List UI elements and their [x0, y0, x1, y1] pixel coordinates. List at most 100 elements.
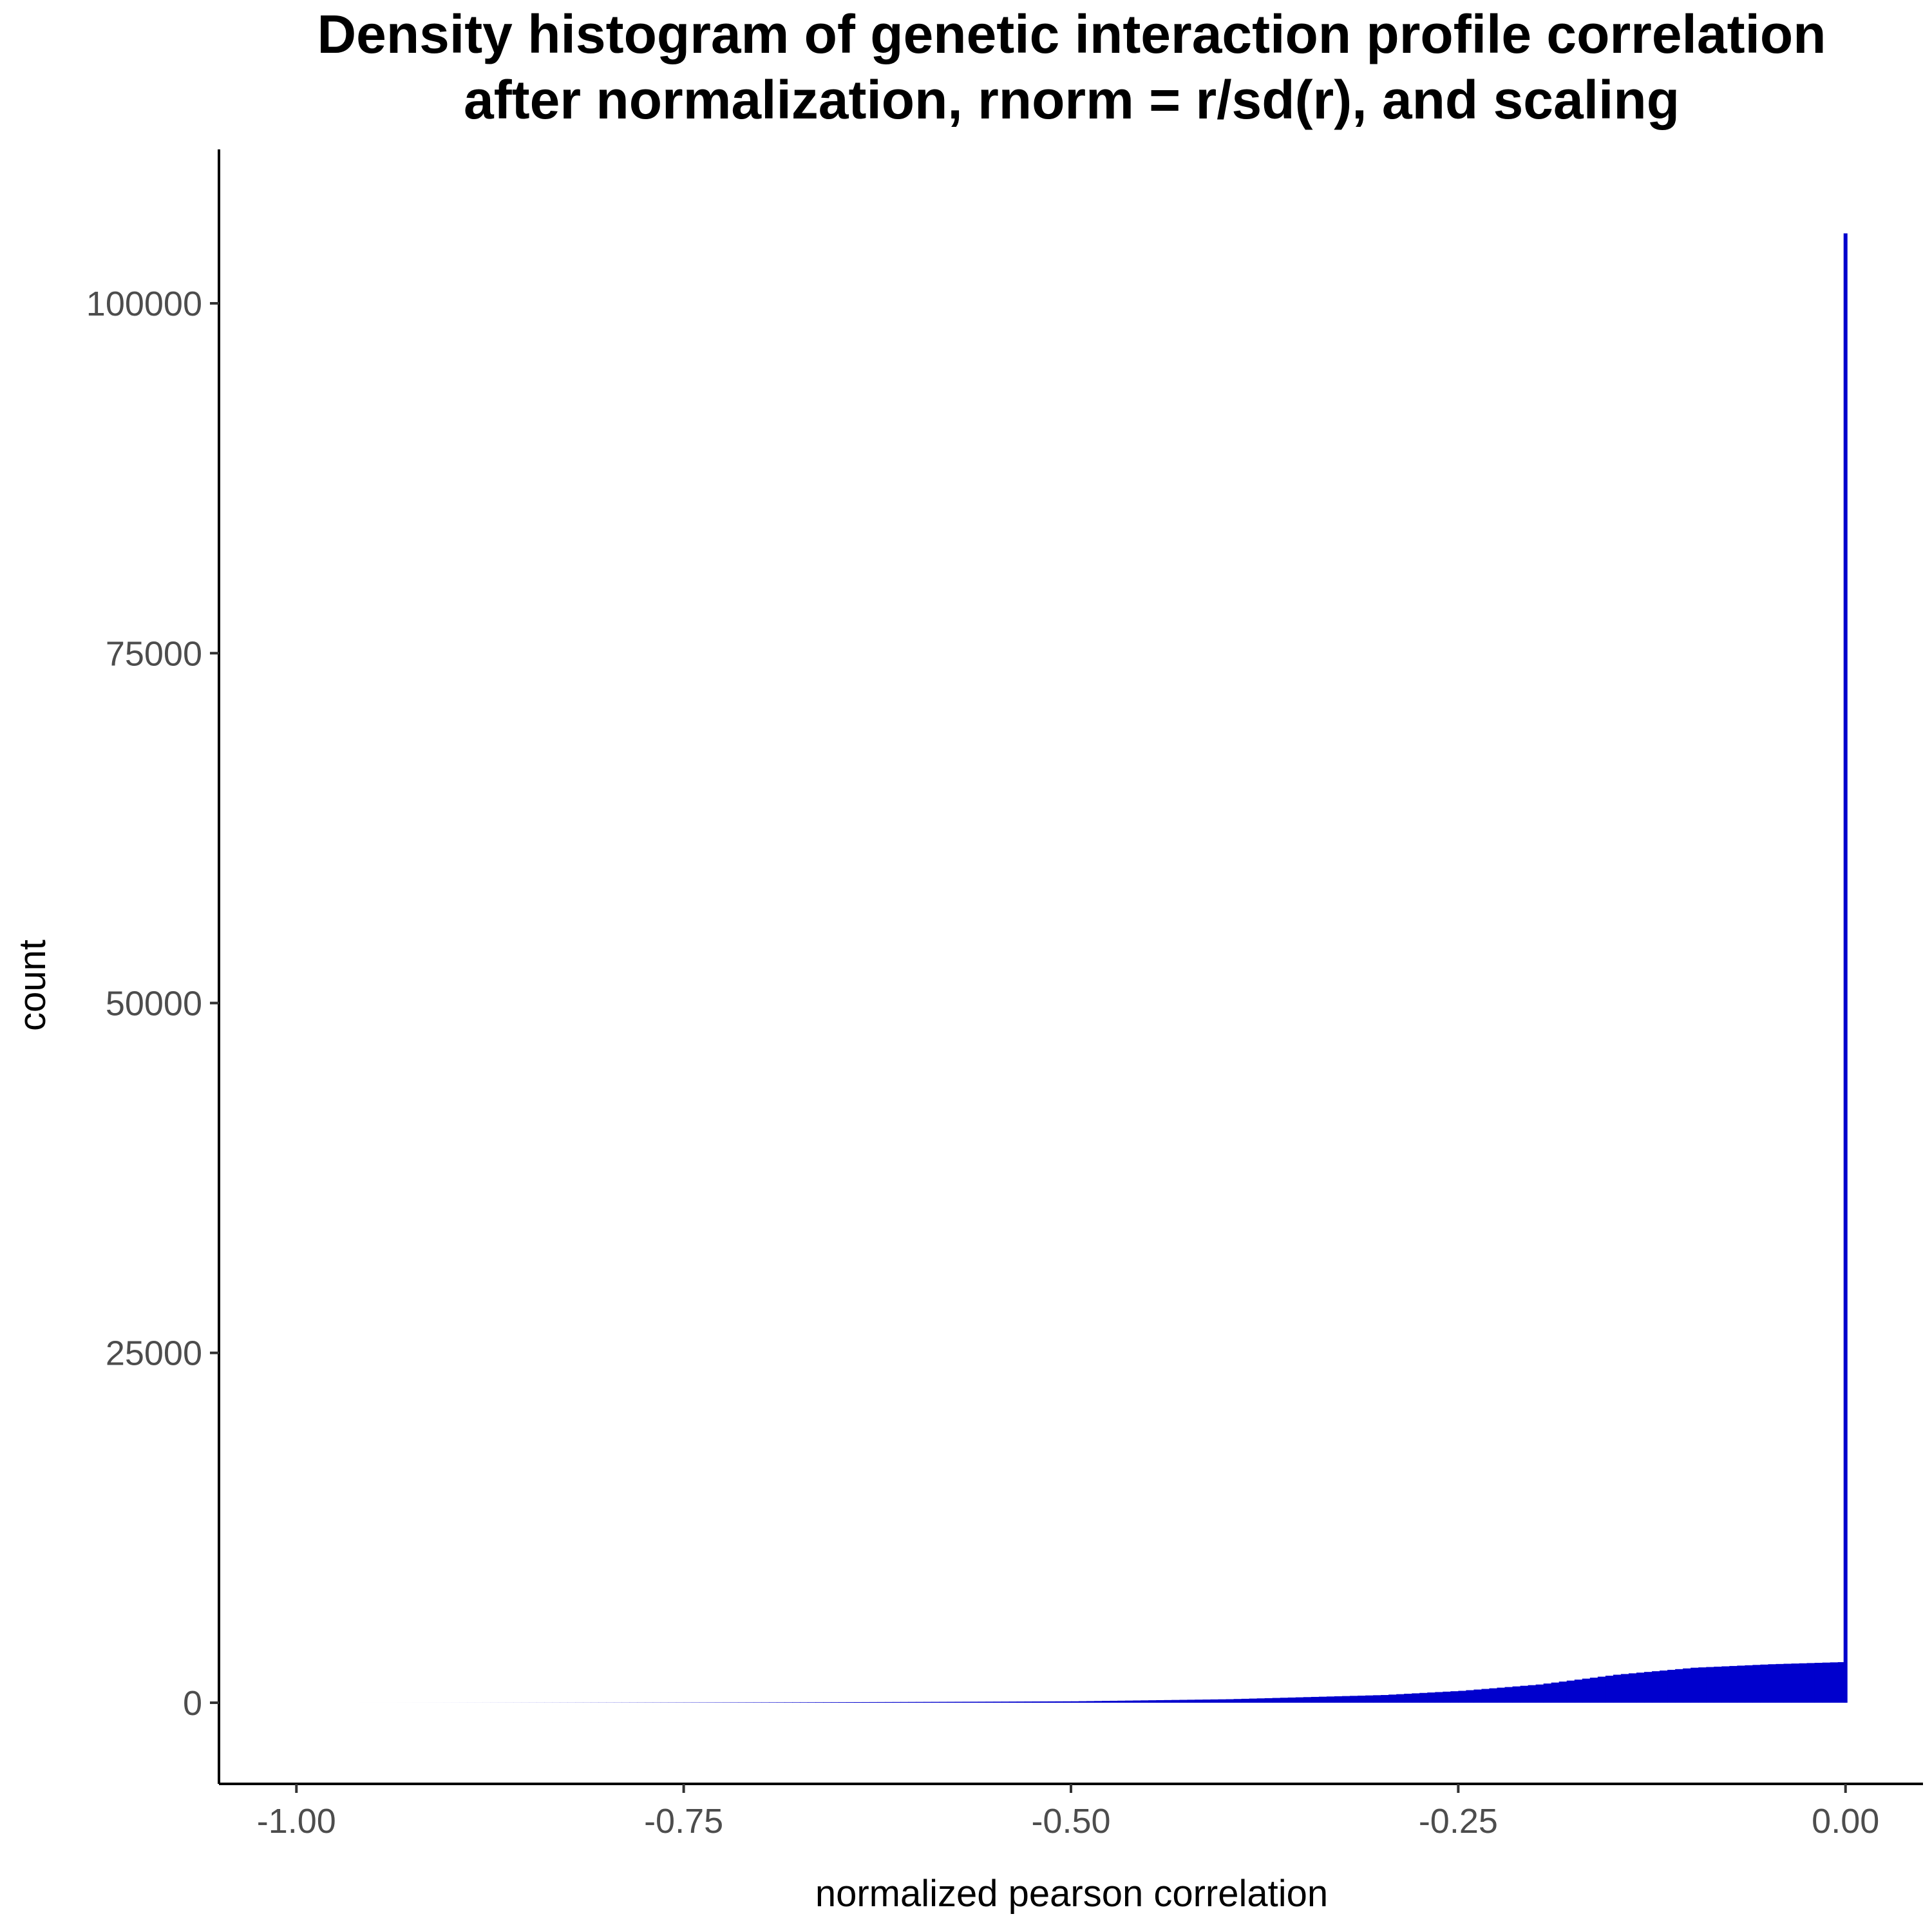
histogram-bar: [1543, 1683, 1552, 1703]
histogram-bar: [1458, 1690, 1466, 1703]
histogram-bar: [1443, 1691, 1451, 1703]
histogram-bar: [1218, 1699, 1227, 1703]
histogram-bar: [1349, 1696, 1358, 1703]
histogram-bar: [1295, 1697, 1304, 1703]
x-tick-label: -1.00: [257, 1802, 336, 1841]
histogram-bar: [1187, 1700, 1196, 1703]
histogram-bar: [1660, 1670, 1668, 1703]
histogram-bar: [900, 1701, 909, 1703]
histogram-bar: [1171, 1700, 1180, 1703]
histogram-bar-peak: [1843, 233, 1848, 1703]
histogram-bar: [954, 1701, 963, 1703]
histogram-bar: [1202, 1700, 1211, 1703]
histogram-bar: [1210, 1699, 1219, 1703]
histogram-bar: [1396, 1694, 1405, 1703]
histogram-bar: [838, 1702, 847, 1703]
histogram-bar: [1768, 1664, 1777, 1703]
histogram-bar: [1558, 1681, 1567, 1703]
histogram-bar: [1489, 1688, 1498, 1703]
histogram-bar: [1264, 1698, 1273, 1703]
histogram-bar: [1466, 1690, 1475, 1703]
histogram-bar: [1148, 1700, 1157, 1703]
histogram-bar: [808, 1702, 816, 1703]
histogram-bar: [939, 1701, 948, 1703]
histogram-bar: [1504, 1687, 1513, 1703]
histogram-bar: [1016, 1701, 1025, 1703]
histogram-bar: [1783, 1663, 1792, 1703]
histogram-bar: [1110, 1700, 1118, 1703]
histogram-bar: [1249, 1698, 1258, 1703]
histogram-bar: [1233, 1699, 1242, 1703]
histogram-bar: [931, 1701, 940, 1703]
histogram-bar: [1706, 1667, 1714, 1703]
histogram-bar: [1179, 1700, 1188, 1703]
histogram-bar: [893, 1701, 901, 1703]
histogram-bar: [1714, 1667, 1722, 1703]
histogram-bar: [1381, 1695, 1389, 1703]
histogram-bar: [1102, 1701, 1110, 1703]
histogram-bar: [1086, 1701, 1095, 1703]
histogram-bar: [1636, 1672, 1645, 1703]
histogram-bar: [1814, 1663, 1823, 1703]
histogram-bar: [1830, 1662, 1839, 1703]
histogram-bar: [846, 1702, 855, 1703]
histogram-bar: [1667, 1669, 1676, 1703]
histogram-bar: [1001, 1701, 1010, 1703]
histogram-bar: [1373, 1695, 1381, 1703]
histogram-bar: [776, 1702, 785, 1703]
histogram-bar: [1195, 1700, 1204, 1703]
histogram-bar: [854, 1702, 862, 1703]
histogram-bar: [800, 1702, 808, 1703]
histogram-bar: [1047, 1701, 1056, 1703]
histogram-bar: [1605, 1676, 1614, 1703]
histogram-bar: [1272, 1698, 1281, 1703]
y-tick-label: 100000: [86, 285, 202, 323]
histogram-bar: [792, 1702, 800, 1703]
y-axis-title: count: [12, 940, 53, 1031]
histogram-bar: [1690, 1667, 1699, 1703]
histogram-bar: [1419, 1692, 1428, 1703]
x-axis-ticks: -1.00 -0.75 -0.50 -0.25 0.00: [257, 1784, 1879, 1841]
histogram-bar: [1117, 1700, 1126, 1703]
y-tick-label: 0: [183, 1684, 202, 1723]
histogram-bar: [1729, 1665, 1738, 1703]
histogram-bar: [761, 1702, 770, 1703]
histogram-bars: [312, 233, 1848, 1703]
histogram-bar: [1776, 1663, 1785, 1703]
histogram-bar: [1791, 1663, 1800, 1703]
histogram-bar: [823, 1702, 831, 1703]
histogram-bar: [916, 1701, 925, 1703]
histogram-bar: [1094, 1701, 1103, 1703]
histogram-bar: [1032, 1701, 1041, 1703]
histogram-bar: [1806, 1663, 1815, 1703]
histogram-bar: [1698, 1667, 1707, 1703]
histogram-bar: [1683, 1668, 1691, 1703]
y-tick-label: 75000: [106, 634, 202, 673]
histogram-bar: [1164, 1700, 1172, 1703]
histogram-bar: [1435, 1692, 1443, 1703]
histogram-bar: [1341, 1696, 1350, 1703]
histogram-bar: [1613, 1674, 1622, 1703]
histogram-bar: [1156, 1700, 1164, 1703]
histogram-bar: [1589, 1678, 1598, 1703]
histogram-bar: [993, 1701, 1002, 1703]
chart-subtitle: after normalization, rnorm = r/sd(r), an…: [464, 70, 1680, 130]
histogram-bar: [1079, 1701, 1087, 1703]
histogram-bar: [1752, 1665, 1761, 1703]
histogram-bar: [1473, 1689, 1482, 1703]
histogram-bar: [1574, 1680, 1583, 1703]
histogram-bar: [1652, 1671, 1660, 1703]
histogram-bar: [1822, 1662, 1831, 1703]
histogram-bar: [1141, 1700, 1149, 1703]
histogram-bar: [1063, 1701, 1072, 1703]
histogram-bar: [1226, 1699, 1235, 1703]
histogram-bar: [1071, 1701, 1079, 1703]
histogram-bar: [831, 1702, 839, 1703]
histogram-bar: [768, 1702, 777, 1703]
histogram-bar: [745, 1702, 754, 1703]
histogram-bar: [1620, 1674, 1629, 1703]
histogram-bar: [1125, 1700, 1133, 1703]
histogram-bar: [1675, 1669, 1683, 1703]
histogram-bar: [947, 1701, 956, 1703]
histogram-bar: [1311, 1696, 1320, 1703]
